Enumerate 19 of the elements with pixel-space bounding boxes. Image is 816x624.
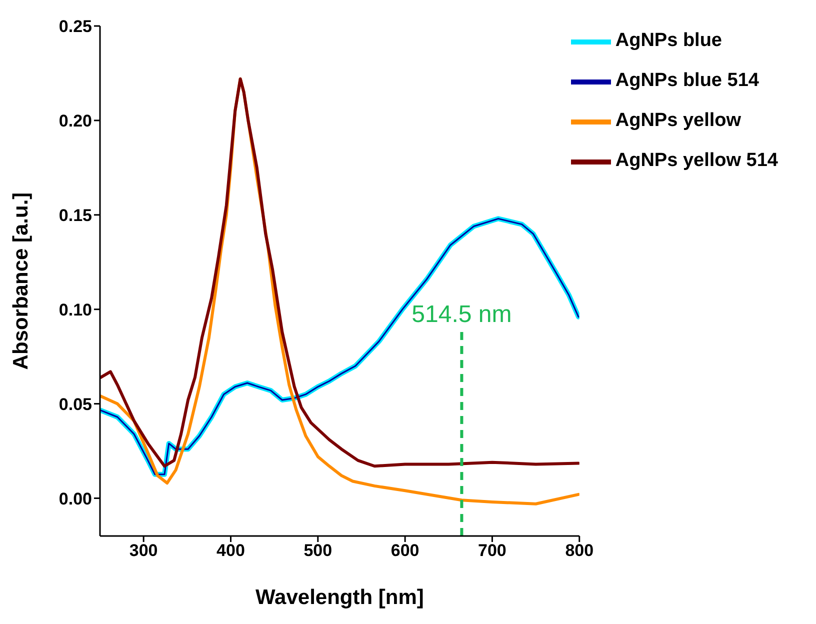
legend-label: AgNPs blue 514 — [615, 70, 759, 92]
legend-label: AgNPs yellow 514 — [615, 150, 778, 172]
x-tick-label: 300 — [129, 541, 158, 560]
x-tick-label: 800 — [565, 541, 594, 560]
y-tick-label: 0.15 — [58, 206, 92, 225]
x-tick-label: 700 — [478, 541, 506, 560]
legend-label: AgNPs yellow — [615, 110, 742, 132]
y-tick-label: 0.10 — [58, 300, 92, 320]
legend-label: AgNPs blue — [615, 30, 722, 52]
y-tick-label: 0.25 — [58, 17, 92, 36]
x-tick-label: 600 — [390, 541, 420, 560]
x-axis-title: Wavelength [nm] — [255, 586, 424, 609]
y-tick-label: 0.20 — [58, 111, 92, 130]
ref-line-label: 514.5 nm — [412, 301, 512, 328]
y-tick-label: 0.05 — [58, 394, 92, 414]
x-tick-label: 400 — [216, 541, 245, 560]
x-tick-label: 500 — [304, 541, 332, 560]
y-tick-label: 0.00 — [58, 489, 92, 508]
y-axis-title: Absorbance [a.u.] — [9, 192, 32, 370]
